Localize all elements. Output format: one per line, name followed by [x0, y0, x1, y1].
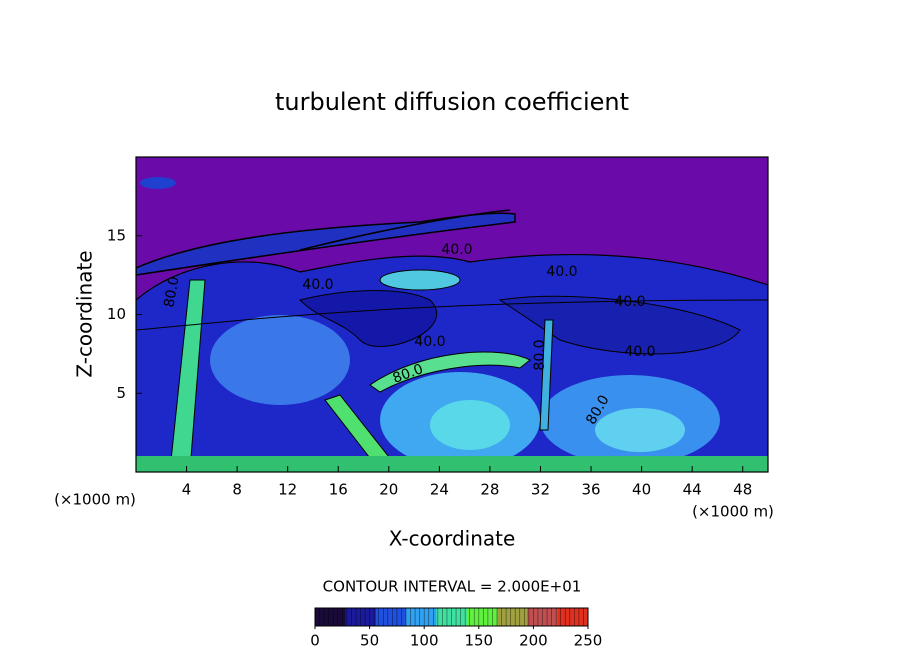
y-tick-label: 15 [107, 226, 126, 244]
contour-label: 40.0 [546, 264, 577, 280]
contour-label: 40.0 [441, 242, 472, 258]
x-unit-label: (×1000 m) [692, 503, 774, 521]
x-tick-label: 48 [733, 481, 752, 499]
colorbar-frame [314, 607, 589, 627]
x-tick-label: 4 [182, 481, 192, 499]
contour-label: 40.0 [624, 344, 655, 360]
x-tick-label: 8 [232, 481, 242, 499]
colorbar-tick-label: 0 [310, 632, 320, 650]
x-tick-label: 40 [632, 481, 651, 499]
colorbar-swatch [557, 608, 589, 626]
colorbar-tick-label: 250 [574, 632, 603, 650]
colorbar-swatch [466, 608, 498, 626]
field [136, 157, 768, 472]
contour-label: 40.0 [614, 294, 645, 310]
contour-label: 80.0 [532, 339, 548, 370]
x-tick-label: 44 [683, 481, 702, 499]
colorbar-tick-label: 100 [410, 632, 439, 650]
y-tick-label: 10 [107, 305, 126, 323]
colorbar-swatch [497, 608, 528, 626]
x-tick-label: 24 [430, 481, 449, 499]
colorbar-tick-label: 150 [464, 632, 493, 650]
colorbar-swatch [375, 608, 407, 626]
colorbar-tick-label: 50 [360, 632, 379, 650]
x-tick-label: 12 [278, 481, 297, 499]
x-tick-label: 36 [581, 481, 600, 499]
x-tick-label: 16 [329, 481, 348, 499]
contour-label: 40.0 [414, 334, 445, 350]
colorbar-swatch [315, 608, 346, 626]
contour-label: 40.0 [302, 277, 333, 293]
y-axis-label: Z-coordinate [73, 250, 97, 377]
y-tick-label: 5 [116, 384, 126, 402]
x-tick-label: 20 [379, 481, 398, 499]
x-unit-label: (×1000 m) [54, 491, 136, 509]
colorbar-swatch [406, 608, 437, 626]
x-axis-label: X-coordinate [389, 527, 516, 551]
chart-title: turbulent diffusion coefficient [275, 88, 629, 116]
x-tick-label: 32 [531, 481, 550, 499]
colorbar: 0 50 100 150 200 250 [310, 607, 603, 650]
contour-interval: CONTOUR INTERVAL = 2.000E+01 [323, 578, 582, 596]
contour-label: 80.0 [161, 275, 182, 308]
x-tick-label: 28 [480, 481, 499, 499]
colorbar-tick-label: 200 [519, 632, 548, 650]
